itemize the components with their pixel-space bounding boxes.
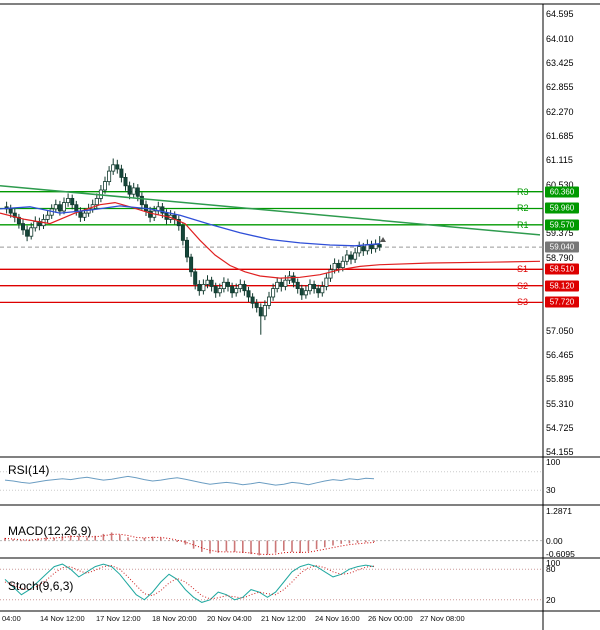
- stoch-indicator-label: Stoch(9,6,3): [8, 579, 74, 593]
- candlesticks: [4, 158, 382, 335]
- ma-fast-red: [0, 201, 541, 279]
- rsi-indicator-label: RSI(14): [8, 463, 50, 477]
- last-price-marker-icon: [380, 237, 386, 242]
- macd-histogram: [4, 532, 375, 556]
- ma-slow-blue: [0, 205, 381, 247]
- stoch-d-line: [4, 565, 375, 600]
- macd-indicator-label: MACD(12,26,9): [8, 524, 92, 538]
- rsi-line: [4, 475, 375, 486]
- trendline-green: [0, 185, 541, 236]
